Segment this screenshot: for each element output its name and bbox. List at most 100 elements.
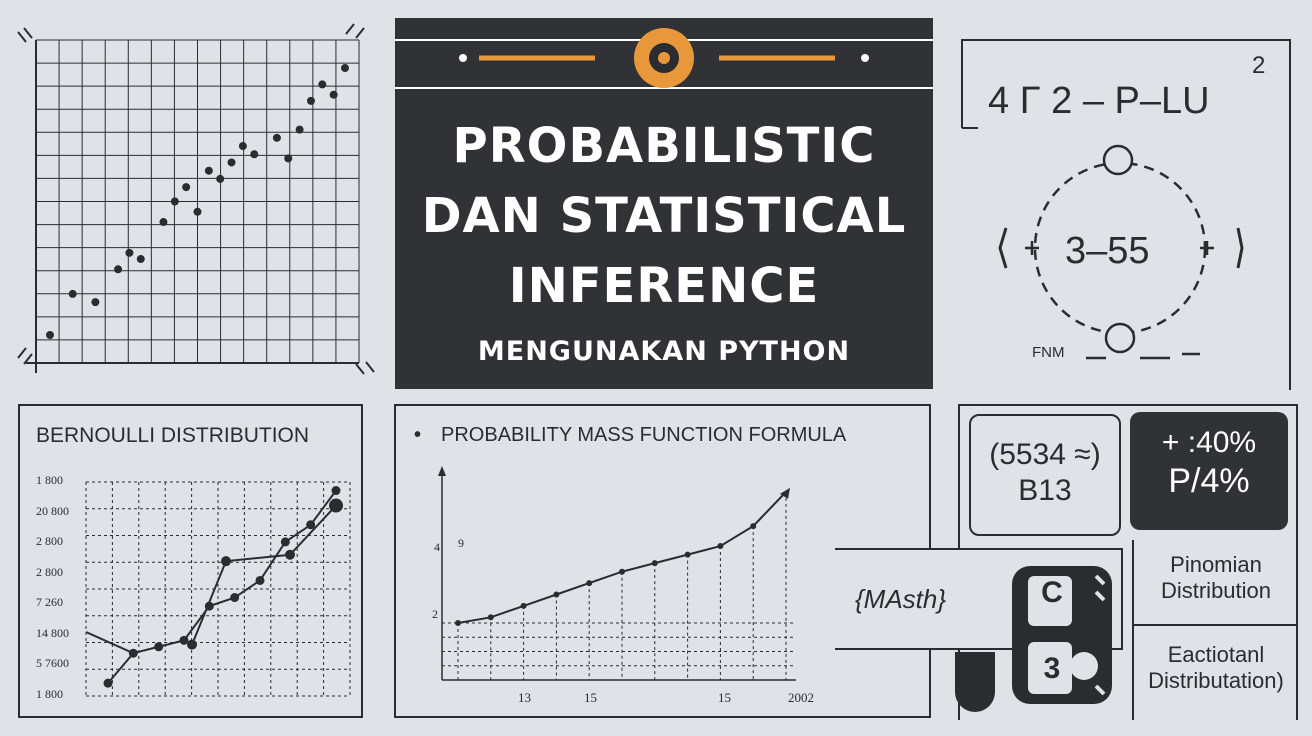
scatter-point — [193, 207, 202, 216]
scatter-point — [159, 218, 168, 227]
series-point — [221, 556, 231, 567]
series-point — [329, 498, 343, 513]
pmf-lines — [455, 487, 790, 626]
pmf-x-tick: 15 — [584, 690, 597, 705]
series-point — [651, 560, 658, 567]
scatter-point — [227, 158, 236, 167]
bernoulli-y-tick: 1 800 — [36, 687, 63, 701]
series-point — [717, 543, 724, 550]
scatter-point — [272, 133, 281, 142]
math-label: {MAsth} — [855, 584, 947, 614]
corner-mark-top-right — [345, 23, 365, 39]
bernoulli-grid — [85, 481, 351, 697]
binomial-line1: Pinomian — [1170, 552, 1262, 577]
pmf-y-tick: 2 — [432, 607, 438, 621]
bernoulli-y-tick: 2 800 — [36, 534, 63, 549]
fnm-label: FNM — [1032, 344, 1065, 361]
bernoulli-y-tick: 14 800 — [36, 625, 69, 640]
series-point — [103, 678, 113, 688]
bernoulli-y-tick: 5 7600 — [36, 656, 69, 671]
block-letter-top: C — [1041, 576, 1063, 609]
series-point — [280, 537, 290, 547]
circle-value: 3–55 — [1065, 230, 1150, 272]
series-point — [230, 593, 240, 603]
scatter-point — [238, 142, 247, 151]
scatter-point — [306, 96, 315, 105]
pmf-x-tick: 15 — [718, 690, 731, 705]
pill-shape — [955, 652, 995, 712]
series-point — [619, 568, 625, 575]
series-point — [455, 620, 461, 626]
title-ornament — [395, 28, 933, 89]
card1-line1: (5534 ≈) — [989, 438, 1101, 471]
scatter-points — [46, 64, 349, 339]
series-point — [553, 591, 560, 598]
series-point — [179, 635, 189, 645]
scatter-point — [114, 265, 123, 274]
block-letter-graphic: C 3 — [998, 562, 1116, 712]
bernoulli-panel: BERNOULLI DISTRIBUTION 1 800 20 800 2 800 2… — [18, 404, 363, 718]
eactiotanl-line2: Distributation) — [1148, 668, 1284, 693]
pmf-title-row: • PROBABILITY MASS FUNCTION FORMULA — [414, 424, 846, 447]
pmf-grid — [438, 466, 796, 681]
title-line-3: INFERENCE — [508, 258, 820, 314]
pmf-x-tick: 13 — [518, 690, 531, 705]
series-point — [154, 642, 164, 652]
pmf-panel: • PROBABILITY MASS FUNCTION FORMULA 4 9 2… — [394, 404, 931, 718]
bernoulli-chart — [85, 481, 351, 697]
series-arrow — [780, 487, 790, 499]
binomial-line2: Distribution — [1160, 578, 1272, 603]
scatter-point — [125, 248, 134, 257]
formula-panel: 4 Γ 2 – P–LU 2 3–55 FNM — [960, 38, 1300, 390]
scatter-point — [329, 90, 338, 99]
card1-line2: B13 — [1018, 474, 1072, 507]
scatter-grid — [26, 39, 360, 373]
formula-equation: 4 Γ 2 – P–LU — [988, 80, 1210, 122]
scatter-point — [91, 298, 100, 307]
series-point — [520, 602, 527, 609]
bernoulli-y-tick: 7 260 — [36, 595, 63, 610]
scatter-point — [170, 197, 179, 206]
scatter-point — [204, 166, 213, 175]
value-card-1: (5534 ≈) B13 — [969, 414, 1121, 536]
series-point — [128, 648, 138, 658]
pmf-title: PROBABILITY MASS FUNCTION FORMULA — [441, 424, 847, 446]
card2-line2: P/4% — [1168, 462, 1250, 500]
corner-mark-top-left — [17, 27, 33, 43]
series-point — [586, 580, 593, 587]
binomial-box: Pinomian Distribution — [1132, 540, 1298, 626]
series-point — [684, 551, 691, 558]
scatter-point — [284, 154, 293, 163]
scatter-plot-svg — [17, 23, 375, 375]
scatter-plot — [14, 18, 379, 383]
title-line-2: DAN STATISTICAL — [421, 188, 907, 244]
eactiotanl-line1: Eactiotanl — [1167, 642, 1265, 667]
scatter-point — [341, 64, 349, 72]
series-point — [750, 523, 757, 530]
eactiotanl-box: Eactiotanl Distributation) — [1132, 626, 1298, 720]
scatter-point — [216, 174, 225, 183]
block-letter-bottom: 3 — [1043, 652, 1061, 685]
title-line-1: PROBABILISTIC — [452, 118, 876, 174]
bernoulli-title: BERNOULLI DISTRIBUTION — [36, 424, 310, 447]
series-point — [285, 549, 295, 560]
block-letter-icon — [1012, 566, 1112, 704]
bernoulli-lines — [85, 486, 343, 688]
scatter-point — [318, 80, 327, 89]
series-point — [187, 639, 197, 650]
corner-mark-bottom-right — [355, 361, 375, 375]
scatter-point — [136, 255, 145, 264]
title-panel: PROBABILISTIC DAN STATISTICAL INFERENCE … — [395, 18, 933, 389]
info-icon: • — [414, 424, 422, 446]
scatter-point — [182, 183, 191, 192]
formula-exponent: 2 — [1252, 52, 1266, 79]
value-card-2: + :40% P/4% — [1130, 412, 1288, 530]
scatter-point — [250, 150, 259, 159]
y-axis-arrow — [438, 466, 446, 476]
bernoulli-y-tick: 1 800 — [36, 473, 63, 487]
pmf-y-tick: 4 — [434, 540, 440, 554]
series-line — [191, 504, 337, 646]
bernoulli-y-tick: 2 800 — [36, 564, 63, 579]
series-point — [255, 575, 265, 585]
subtitle: MENGUNAKAN PYTHON — [477, 336, 851, 367]
